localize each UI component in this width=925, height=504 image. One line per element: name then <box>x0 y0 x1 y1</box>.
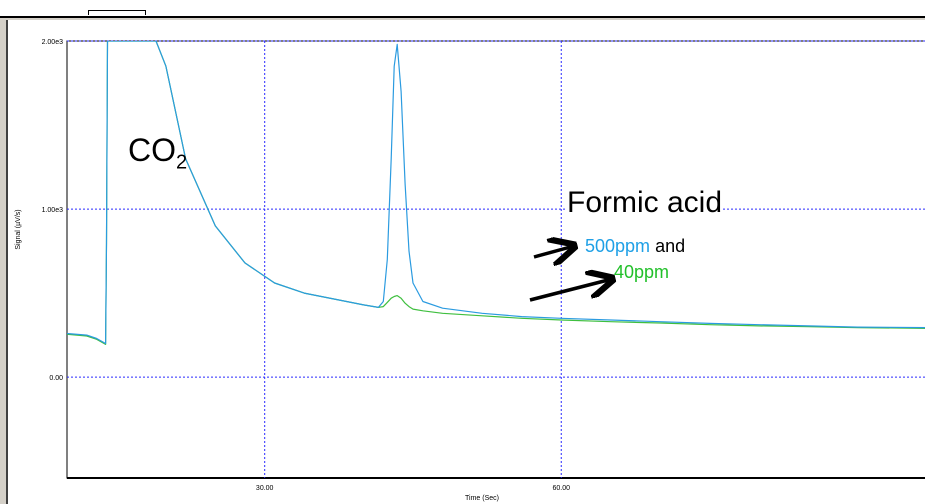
window-tab[interactable] <box>88 10 146 15</box>
series-line-1 <box>67 41 925 345</box>
y-tick-label: 0.00 <box>49 375 63 382</box>
x-tick-label: 60.00 <box>552 485 570 492</box>
x-tick-label: 30.00 <box>256 485 274 492</box>
plot-frame: 30.00 60.00 2.00e3 1.00e3 0.00 Time (Sec) Sign… <box>6 20 925 504</box>
series-line-0 <box>67 41 925 345</box>
y-axis-label: Signal (µV/s) <box>15 209 22 249</box>
annotation-40ppm: 40ppm <box>614 262 670 282</box>
co2-label-text: CO <box>128 132 176 168</box>
chart-svg: 30.00 60.00 2.00e3 1.00e3 0.00 Time (Sec) Sign… <box>15 39 925 502</box>
plot-border <box>66 40 925 479</box>
co2-label-subscript: 2 <box>176 151 188 174</box>
annotation-500ppm-line: 500ppm and <box>585 236 685 257</box>
formic-acid-label: Formic acid <box>567 186 723 220</box>
x-axis-label: Time (Sec) <box>465 495 499 502</box>
arrow-500ppm <box>533 246 574 257</box>
co2-label: CO2 <box>128 132 187 174</box>
annotation-500ppm: 500ppm <box>585 236 651 256</box>
annotation-and: and <box>655 236 686 256</box>
y-tick-label: 1.00e3 <box>42 207 64 214</box>
window-top-strip <box>0 0 925 18</box>
arrow-40ppm <box>529 279 612 302</box>
y-tick-label: 2.00e3 <box>42 39 64 46</box>
